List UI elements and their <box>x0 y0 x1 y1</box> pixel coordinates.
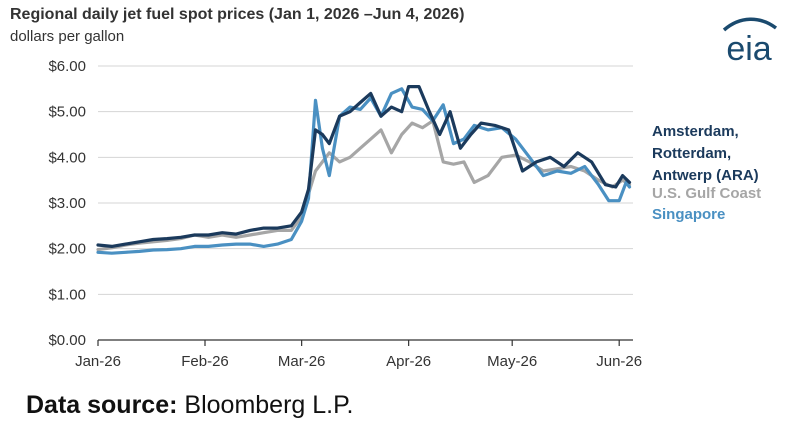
series-line-gulf-coast <box>96 119 632 252</box>
legend-ara: Amsterdam, Rotterdam, Antwerp (ARA) <box>652 121 759 187</box>
legend-singapore: Singapore <box>652 206 726 223</box>
legend-ara-line-1: Amsterdam, <box>652 123 739 140</box>
data-source: Data source: Bloomberg L.P. <box>26 391 354 420</box>
y-axis: $0.00 $1.00 $2.00 $3.00 $4.00 $5.00 $6.00 <box>48 58 86 349</box>
data-source-value: Bloomberg L.P. <box>184 391 354 419</box>
x-tick-label: Jan-26 <box>75 353 121 370</box>
x-axis: Jan-26 Feb-26 Mar-26 Apr-26 May-26 Jun-26 <box>75 339 642 370</box>
gridlines <box>98 65 633 295</box>
y-tick-label: $1.00 <box>48 286 86 303</box>
eia-logo-icon: eia <box>722 17 778 68</box>
series-line-singapore <box>96 87 632 255</box>
data-source-label: Data source: <box>26 391 178 419</box>
y-tick-label: $4.00 <box>48 149 86 166</box>
x-tick-label: Jun-26 <box>596 353 642 370</box>
legend-ara-line-2: Rotterdam, <box>652 145 732 162</box>
series-line-ara <box>96 84 632 248</box>
x-tick-label: Apr-26 <box>386 353 431 370</box>
x-tick-label: May-26 <box>487 353 537 370</box>
chart-title: Regional daily jet fuel spot prices (Jan… <box>10 6 465 23</box>
chart-subtitle: dollars per gallon <box>10 28 125 45</box>
series-lines <box>96 84 632 255</box>
y-tick-label: $3.00 <box>48 195 86 212</box>
x-tick-label: Feb-26 <box>181 353 229 370</box>
y-tick-label: $0.00 <box>48 332 86 349</box>
y-tick-label: $6.00 <box>48 58 86 75</box>
legend-ara-line-3: Antwerp (ARA) <box>652 167 759 184</box>
logo-text: eia <box>726 30 771 68</box>
y-tick-label: $5.00 <box>48 104 86 121</box>
legend-gulf-coast: U.S. Gulf Coast <box>652 185 762 202</box>
y-tick-label: $2.00 <box>48 241 86 258</box>
x-tick-label: Mar-26 <box>278 353 326 370</box>
